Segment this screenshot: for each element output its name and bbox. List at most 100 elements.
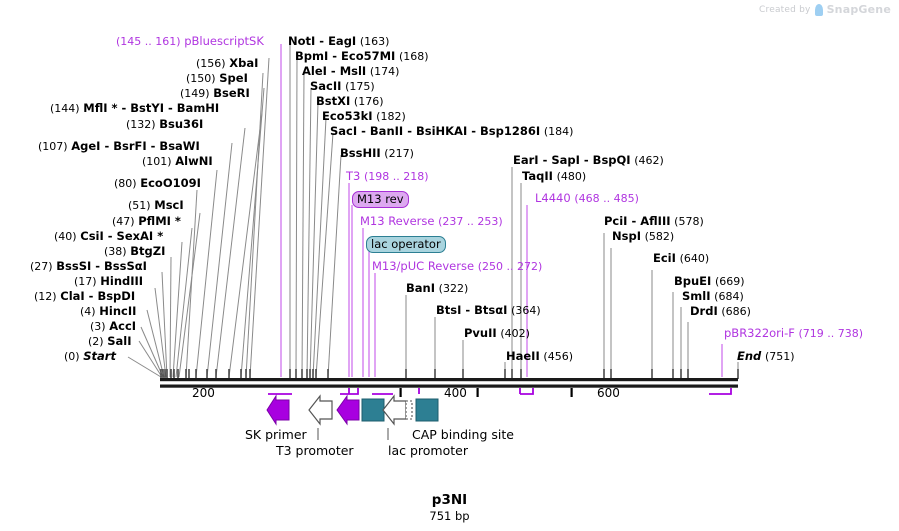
feature-glyph-cap-binding-site[interactable]: [415, 398, 439, 422]
label-ecii[interactable]: EciI (640): [653, 252, 709, 266]
label-name: SacI - BanII - BsiHKAI - Bsp1286I: [330, 124, 541, 138]
label-pos: (40): [54, 230, 77, 243]
label-name: PciI - AflIII: [604, 214, 671, 228]
snapgene-logo-icon: [814, 3, 823, 16]
feature-glyph-t3-promoter[interactable]: [308, 394, 333, 426]
feature-label-connectors: [317, 428, 389, 440]
label-pos: (3): [90, 320, 106, 333]
label-agei-bsrfi-bsawi[interactable]: (107) AgeI - BsrFI - BsaWI: [38, 140, 200, 154]
label-pos: (47): [112, 215, 135, 228]
label-saci-banii-bsihkai-bsp1286i[interactable]: SacI - BanII - BsiHKAI - Bsp1286I (184): [330, 124, 574, 139]
label-hincii[interactable]: (4) HincII: [80, 304, 137, 319]
label-drdi[interactable]: DrdI (686): [690, 305, 751, 319]
label-smli[interactable]: SmlI (684): [682, 290, 744, 304]
label-pos: (468 .. 485): [574, 192, 639, 205]
label-name: XbaI: [229, 56, 259, 70]
label-name: NotI - EagI: [288, 34, 357, 48]
label-pos: (198 .. 218): [364, 170, 429, 183]
label-pos: (582): [644, 230, 675, 243]
label-name: Eco53kI: [322, 109, 373, 123]
ruler-tick-200: 200: [192, 386, 215, 400]
label-msci[interactable]: (51) MscI: [128, 198, 184, 213]
label-hindiii[interactable]: (17) HindIII: [74, 275, 143, 289]
feature-glyph-row: [266, 394, 439, 426]
label-name: MflI * - BstYI - BamHI: [83, 101, 220, 115]
label-pos: (168): [399, 50, 429, 63]
label-name: pBluescriptSK: [184, 34, 264, 48]
label-pflmi[interactable]: (47) PflMI *: [112, 214, 181, 229]
label-alei-msli[interactable]: AleI - MslI (174): [302, 65, 400, 79]
label-lac-operator[interactable]: lac operator: [366, 236, 446, 253]
label-name: CsiI - SexAI *: [80, 229, 164, 243]
feature-label-cap-binding-site[interactable]: CAP binding site: [412, 427, 514, 442]
label-spei[interactable]: (150) SpeI: [186, 72, 248, 86]
feature-glyph-m13-rev[interactable]: [336, 394, 360, 426]
label-pos: (175): [345, 80, 375, 93]
label-pos: (684): [714, 290, 744, 303]
chip-lac-operator[interactable]: lac operator: [366, 236, 446, 253]
label-btgzi[interactable]: (38) BtgZI: [104, 244, 166, 259]
label-nspi[interactable]: NspI (582): [612, 230, 675, 244]
label-sacii[interactable]: SacII (175): [310, 80, 375, 94]
label-pos: (132): [126, 118, 156, 131]
label-pos: (174): [369, 65, 400, 78]
label-name: AlwNI: [175, 154, 213, 168]
label-clai-bspdi[interactable]: (12) ClaI - BspDI: [34, 289, 136, 304]
label-name: ClaI - BspDI: [60, 289, 136, 303]
label-pos: (4): [80, 305, 96, 318]
label-name: HincII: [99, 304, 137, 318]
snapgene-watermark: Created by SnapGene: [759, 3, 891, 16]
label-xbai[interactable]: (156) XbaI: [196, 56, 259, 71]
label-bsu36i[interactable]: (132) Bsu36I: [126, 118, 203, 132]
feature-glyph-lac-operator[interactable]: [361, 398, 385, 422]
label-pos: (462): [634, 154, 664, 167]
feature-glyph-lac-promoter[interactable]: [382, 394, 407, 426]
label-ecoo109i[interactable]: (80) EcoO109I: [114, 177, 201, 191]
label-pos: (17): [74, 275, 97, 288]
label-bseri[interactable]: (149) BseRI: [180, 87, 250, 101]
chip-m13-rev[interactable]: M13 rev: [352, 191, 409, 208]
label-pos: (38): [104, 245, 127, 258]
label-m13-rev[interactable]: M13 rev: [352, 191, 409, 208]
label-bpuei[interactable]: BpuEI (669): [674, 275, 745, 289]
label-name: EarI - SapI - BspQI: [513, 153, 631, 167]
label-noti-eagi[interactable]: NotI - EagI (163): [288, 34, 389, 49]
label-m13-reverse[interactable]: M13 Reverse (237 .. 253): [360, 215, 503, 229]
label-pos: (184): [543, 125, 574, 138]
label-mfli-bstyi-bamhi[interactable]: (144) MflI * - BstYI - BamHI: [50, 101, 220, 116]
label-pvuii[interactable]: PvuII (402): [464, 327, 530, 341]
label-name: MscI: [154, 198, 184, 212]
label-pos: (0): [64, 350, 80, 363]
label-eari-sapi-bspqi[interactable]: EarI - SapI - BspQI (462): [513, 153, 664, 168]
label-pbr322ori-f[interactable]: pBR322ori-F (719 .. 738): [724, 327, 864, 341]
label-bsshii[interactable]: BssHII (217): [340, 147, 414, 161]
label-taqii[interactable]: TaqII (480): [522, 170, 586, 184]
label-alwni[interactable]: (101) AlwNI: [142, 154, 213, 169]
feature-glyph-sk-primer[interactable]: [266, 394, 290, 426]
label-name: PflMI *: [138, 214, 181, 228]
label-eco53ki[interactable]: Eco53kI (182): [322, 109, 406, 124]
label-pcii-afliii[interactable]: PciI - AflIII (578): [604, 214, 704, 229]
feature-label-lac-promoter[interactable]: lac promoter: [388, 443, 468, 458]
label-name: BtgZI: [130, 244, 166, 258]
label-haeii[interactable]: HaeII (456): [506, 350, 573, 364]
feature-label-t3-promoter[interactable]: T3 promoter: [276, 443, 354, 458]
label-m13-puc-reverse[interactable]: M13/pUC Reverse (250 .. 272): [372, 260, 542, 274]
label-sali[interactable]: (2) SalI: [88, 335, 132, 349]
label-start[interactable]: (0) Start: [64, 350, 116, 364]
label-csii-sexai[interactable]: (40) CsiI - SexAI *: [54, 229, 164, 244]
label-pbluescriptsk[interactable]: (145 .. 161) pBluescriptSK: [116, 34, 264, 49]
label-pos: (2): [88, 335, 104, 348]
label-t3[interactable]: T3 (198 .. 218): [346, 170, 429, 184]
feature-label-sk-primer[interactable]: SK primer: [245, 427, 307, 442]
label-bpmi-eco57mi[interactable]: BpmI - Eco57MI (168): [295, 50, 429, 64]
label-l4440[interactable]: L4440 (468 .. 485): [535, 192, 639, 206]
label-bani[interactable]: BanI (322): [406, 282, 469, 296]
label-btsi-btsai[interactable]: BtsI - BtsαI (364): [436, 304, 541, 318]
label-end[interactable]: End (751): [737, 350, 795, 364]
label-pos: (719 .. 738): [798, 327, 864, 340]
label-acci[interactable]: (3) AccI: [90, 320, 136, 334]
label-bstxi[interactable]: BstXI (176): [316, 95, 384, 109]
label-pos: (322): [438, 282, 469, 295]
label-bsssi-bsssai[interactable]: (27) BssSI - BssSαI: [30, 260, 147, 274]
